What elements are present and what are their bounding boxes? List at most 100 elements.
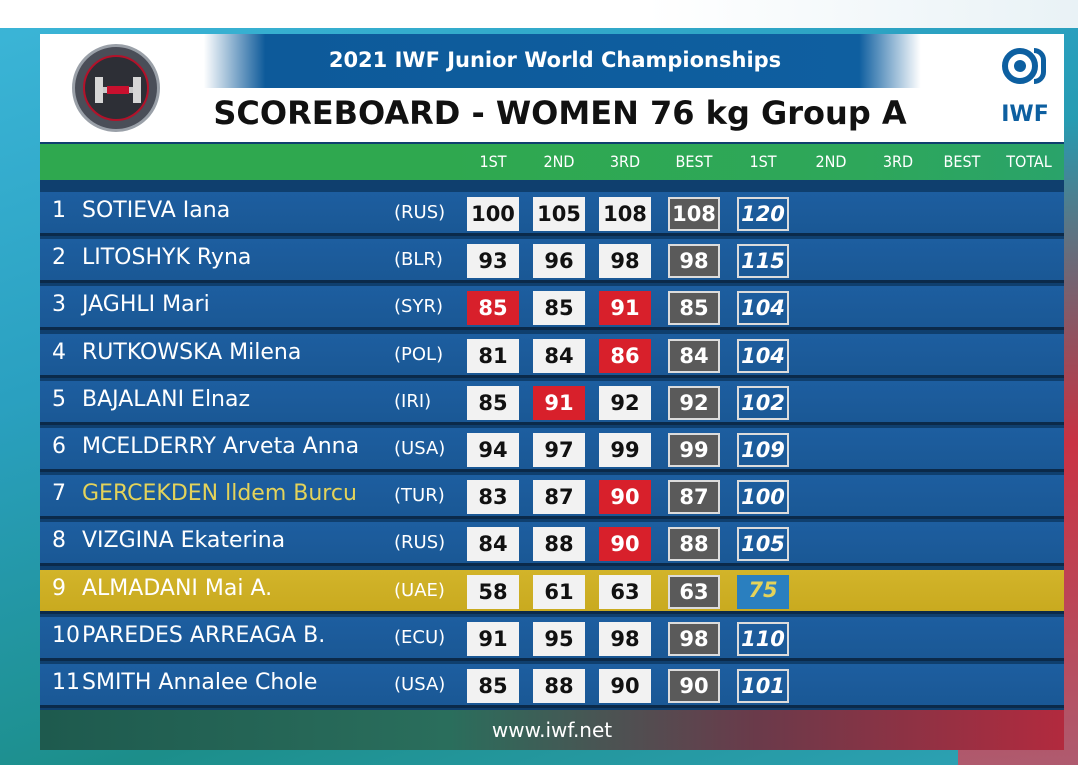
athlete-rank: 9	[52, 575, 66, 601]
athlete-nation: (BLR)	[394, 249, 443, 271]
snatch-attempt-1: 85	[467, 669, 519, 703]
cj-attempt-1: 100	[737, 480, 789, 515]
athlete-name: ALMADANI Mai A.	[82, 575, 273, 601]
iwf-logo-icon: IWF	[986, 44, 1062, 136]
cj-attempt-1: 75	[737, 574, 789, 609]
table-row: 1 SOTIEVA Iana (RUS) 100 105 108 108 120	[40, 192, 1064, 236]
athlete-nation: (RUS)	[394, 532, 446, 554]
snatch-attempt-1: 58	[467, 574, 519, 609]
iwf-logo-arc	[1034, 48, 1046, 84]
snatch-attempt-2: 96	[533, 244, 585, 279]
column-header-bar: 1ST 2ND 3RD BEST 1ST 2ND 3RD BEST TOTAL	[40, 144, 1064, 180]
snatch-attempt-2: 91	[533, 385, 585, 420]
table-row: 3 JAGHLI Mari (SYR) 85 85 91 85 104	[40, 286, 1064, 331]
logo-ring	[83, 55, 149, 121]
snatch-attempt-1: 85	[467, 385, 519, 420]
athlete-name: JAGHLI Mari	[82, 292, 210, 318]
snatch-attempt-2: 85	[533, 291, 585, 326]
col-cj-best: BEST	[943, 152, 981, 171]
col-snatch-1: 1ST	[479, 152, 507, 171]
table-row: 7 GERCEKDEN lldem Burcu (TUR) 83 87 90 87 100	[40, 475, 1064, 520]
col-snatch-2: 2ND	[543, 152, 575, 171]
athlete-rank: 2	[52, 245, 66, 271]
snatch-attempt-1: 100	[467, 197, 519, 231]
snatch-best: 87	[668, 480, 720, 515]
table-row: 2 LITOSHYK Ryna (BLR) 93 96 98 98 115	[40, 239, 1064, 284]
snatch-attempt-3: 92	[599, 385, 651, 420]
athlete-name: GERCEKDEN lldem Burcu	[82, 481, 357, 507]
athlete-nation: (RUS)	[394, 202, 446, 223]
cj-attempt-1: 104	[737, 338, 789, 373]
athlete-nation: (SYR)	[394, 296, 443, 318]
athlete-name: MCELDERRY Arveta Anna	[82, 434, 360, 459]
athlete-nation: (POL)	[394, 343, 444, 365]
snatch-best: 108	[668, 197, 720, 231]
athlete-rank: 3	[52, 292, 66, 318]
snatch-best: 84	[668, 338, 720, 373]
barbell-grip	[107, 86, 129, 94]
snatch-best: 99	[668, 433, 720, 467]
snatch-attempt-3: 99	[599, 433, 651, 467]
athlete-nation: (UAE)	[394, 579, 445, 601]
athlete-name: SOTIEVA Iana	[82, 198, 231, 223]
snatch-best: 98	[668, 621, 720, 656]
athlete-rank: 8	[52, 528, 66, 554]
championship-logo-icon	[72, 44, 160, 132]
snatch-attempt-2: 87	[533, 480, 585, 515]
website-link[interactable]: www.iwf.net	[491, 718, 613, 742]
athlete-nation: (IRI)	[394, 390, 432, 412]
snatch-attempt-3: 90	[599, 669, 651, 703]
snatch-attempt-2: 84	[533, 338, 585, 373]
snatch-attempt-2: 105	[533, 197, 585, 231]
scoreboard: 2021 IWF Junior World Championships SCOR…	[40, 34, 1064, 750]
cj-attempt-1: 110	[737, 621, 789, 656]
athlete-rank: 10	[52, 622, 80, 648]
snatch-attempt-2: 95	[533, 621, 585, 656]
col-total: TOTAL	[1006, 152, 1052, 171]
footer: www.iwf.net	[40, 710, 1064, 750]
snatch-best: 98	[668, 244, 720, 279]
snatch-attempt-1: 94	[467, 433, 519, 467]
snatch-attempt-3: 91	[599, 291, 651, 326]
col-cj-3: 3RD	[882, 152, 914, 171]
snatch-attempt-3: 86	[599, 338, 651, 373]
snatch-attempt-3: 98	[599, 244, 651, 279]
table-row: 10 PAREDES ARREAGA B. (ECU) 91 95 98 98 110	[40, 616, 1064, 661]
athlete-name: BAJALANI Elnaz	[82, 386, 251, 412]
snatch-best: 90	[668, 669, 720, 703]
cj-attempt-1: 115	[737, 244, 789, 279]
iwf-logo-text: IWF	[1001, 102, 1049, 127]
barbell-plate-right	[133, 77, 141, 103]
col-cj-2: 2ND	[815, 152, 847, 171]
snatch-best: 63	[668, 574, 720, 609]
col-snatch-3: 3RD	[609, 152, 641, 171]
table-row: 6 MCELDERRY Arveta Anna (USA) 94 97 99 99 109	[40, 428, 1064, 472]
snatch-best: 92	[668, 385, 720, 420]
athlete-nation: (ECU)	[394, 626, 446, 648]
athlete-nation: (TUR)	[394, 485, 445, 507]
col-snatch-best: BEST	[675, 152, 713, 171]
table-row: 4 RUTKOWSKA Milena (POL) 81 84 86 84 104	[40, 333, 1064, 378]
header-band	[40, 34, 1064, 88]
snatch-attempt-1: 91	[467, 621, 519, 656]
event-title: 2021 IWF Junior World Championships	[328, 48, 782, 72]
table-row: 8 VIZGINA Ekaterina (RUS) 84 88 90 88 105	[40, 522, 1064, 567]
snatch-attempt-2: 88	[533, 527, 585, 562]
athlete-name: VIZGINA Ekaterina	[82, 528, 286, 554]
snatch-attempt-1: 85	[467, 291, 519, 326]
athlete-name: PAREDES ARREAGA B.	[82, 622, 326, 648]
cj-attempt-1: 105	[737, 527, 789, 562]
background-top	[0, 0, 1078, 28]
cj-attempt-1: 104	[737, 291, 789, 326]
snatch-attempt-3: 108	[599, 197, 651, 231]
table-row: 9 ALMADANI Mai A. (UAE) 58 61 63 63 75	[40, 569, 1064, 614]
snatch-attempt-3: 90	[599, 480, 651, 515]
snatch-attempt-2: 61	[533, 574, 585, 609]
snatch-attempt-3: 63	[599, 574, 651, 609]
board-title: SCOREBOARD - WOMEN 76 kg Group A	[213, 94, 907, 132]
athlete-rank: 5	[52, 386, 66, 412]
scoreboard-header: 2021 IWF Junior World Championships SCOR…	[40, 34, 1064, 142]
cj-attempt-1: 101	[737, 669, 789, 703]
cj-attempt-1: 109	[737, 433, 789, 467]
athlete-name: RUTKOWSKA Milena	[82, 339, 302, 365]
